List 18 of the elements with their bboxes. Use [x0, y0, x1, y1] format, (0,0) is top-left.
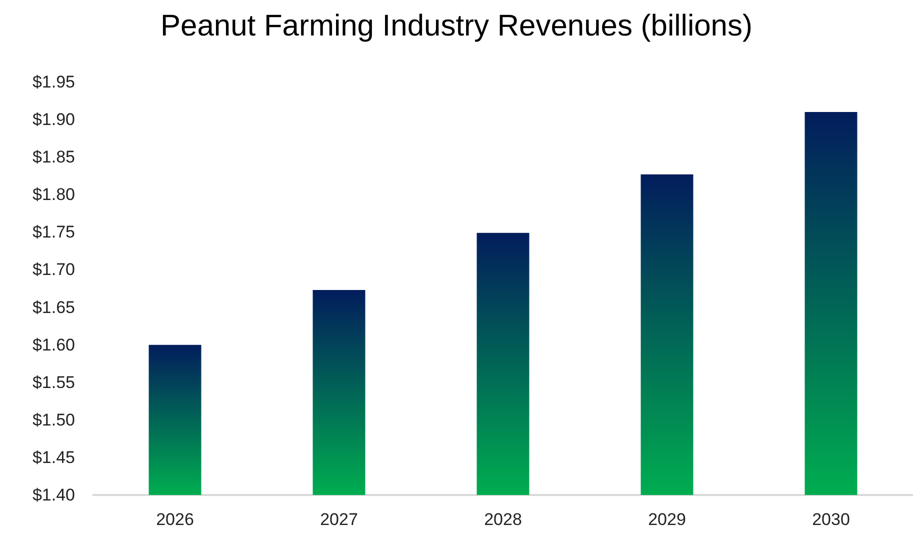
y-tick-label: $1.80	[32, 185, 75, 204]
y-tick-label: $1.55	[32, 372, 75, 392]
y-tick-label: $1.70	[32, 260, 75, 280]
y-tick-label: $1.65	[32, 298, 75, 317]
y-tick-label: $1.85	[32, 148, 75, 167]
y-tick-label: $1.45	[32, 448, 75, 467]
y-tick-label: $1.75	[32, 222, 75, 242]
y-tick-label: $1.60	[32, 335, 75, 354]
chart-title: Peanut Farming Industry Revenues (billions)	[160, 10, 752, 42]
x-tick-label: 2028	[484, 510, 522, 529]
y-tick-label: $1.95	[32, 72, 75, 92]
y-tick-label: $1.90	[32, 110, 75, 130]
x-tick-label: 2026	[156, 510, 194, 529]
x-tick-label: 2030	[812, 510, 850, 529]
y-tick-label: $1.40	[32, 486, 75, 504]
x-tick-label: 2027	[320, 510, 358, 529]
y-tick-label: $1.50	[32, 410, 75, 430]
x-tick-label: 2029	[648, 510, 686, 529]
